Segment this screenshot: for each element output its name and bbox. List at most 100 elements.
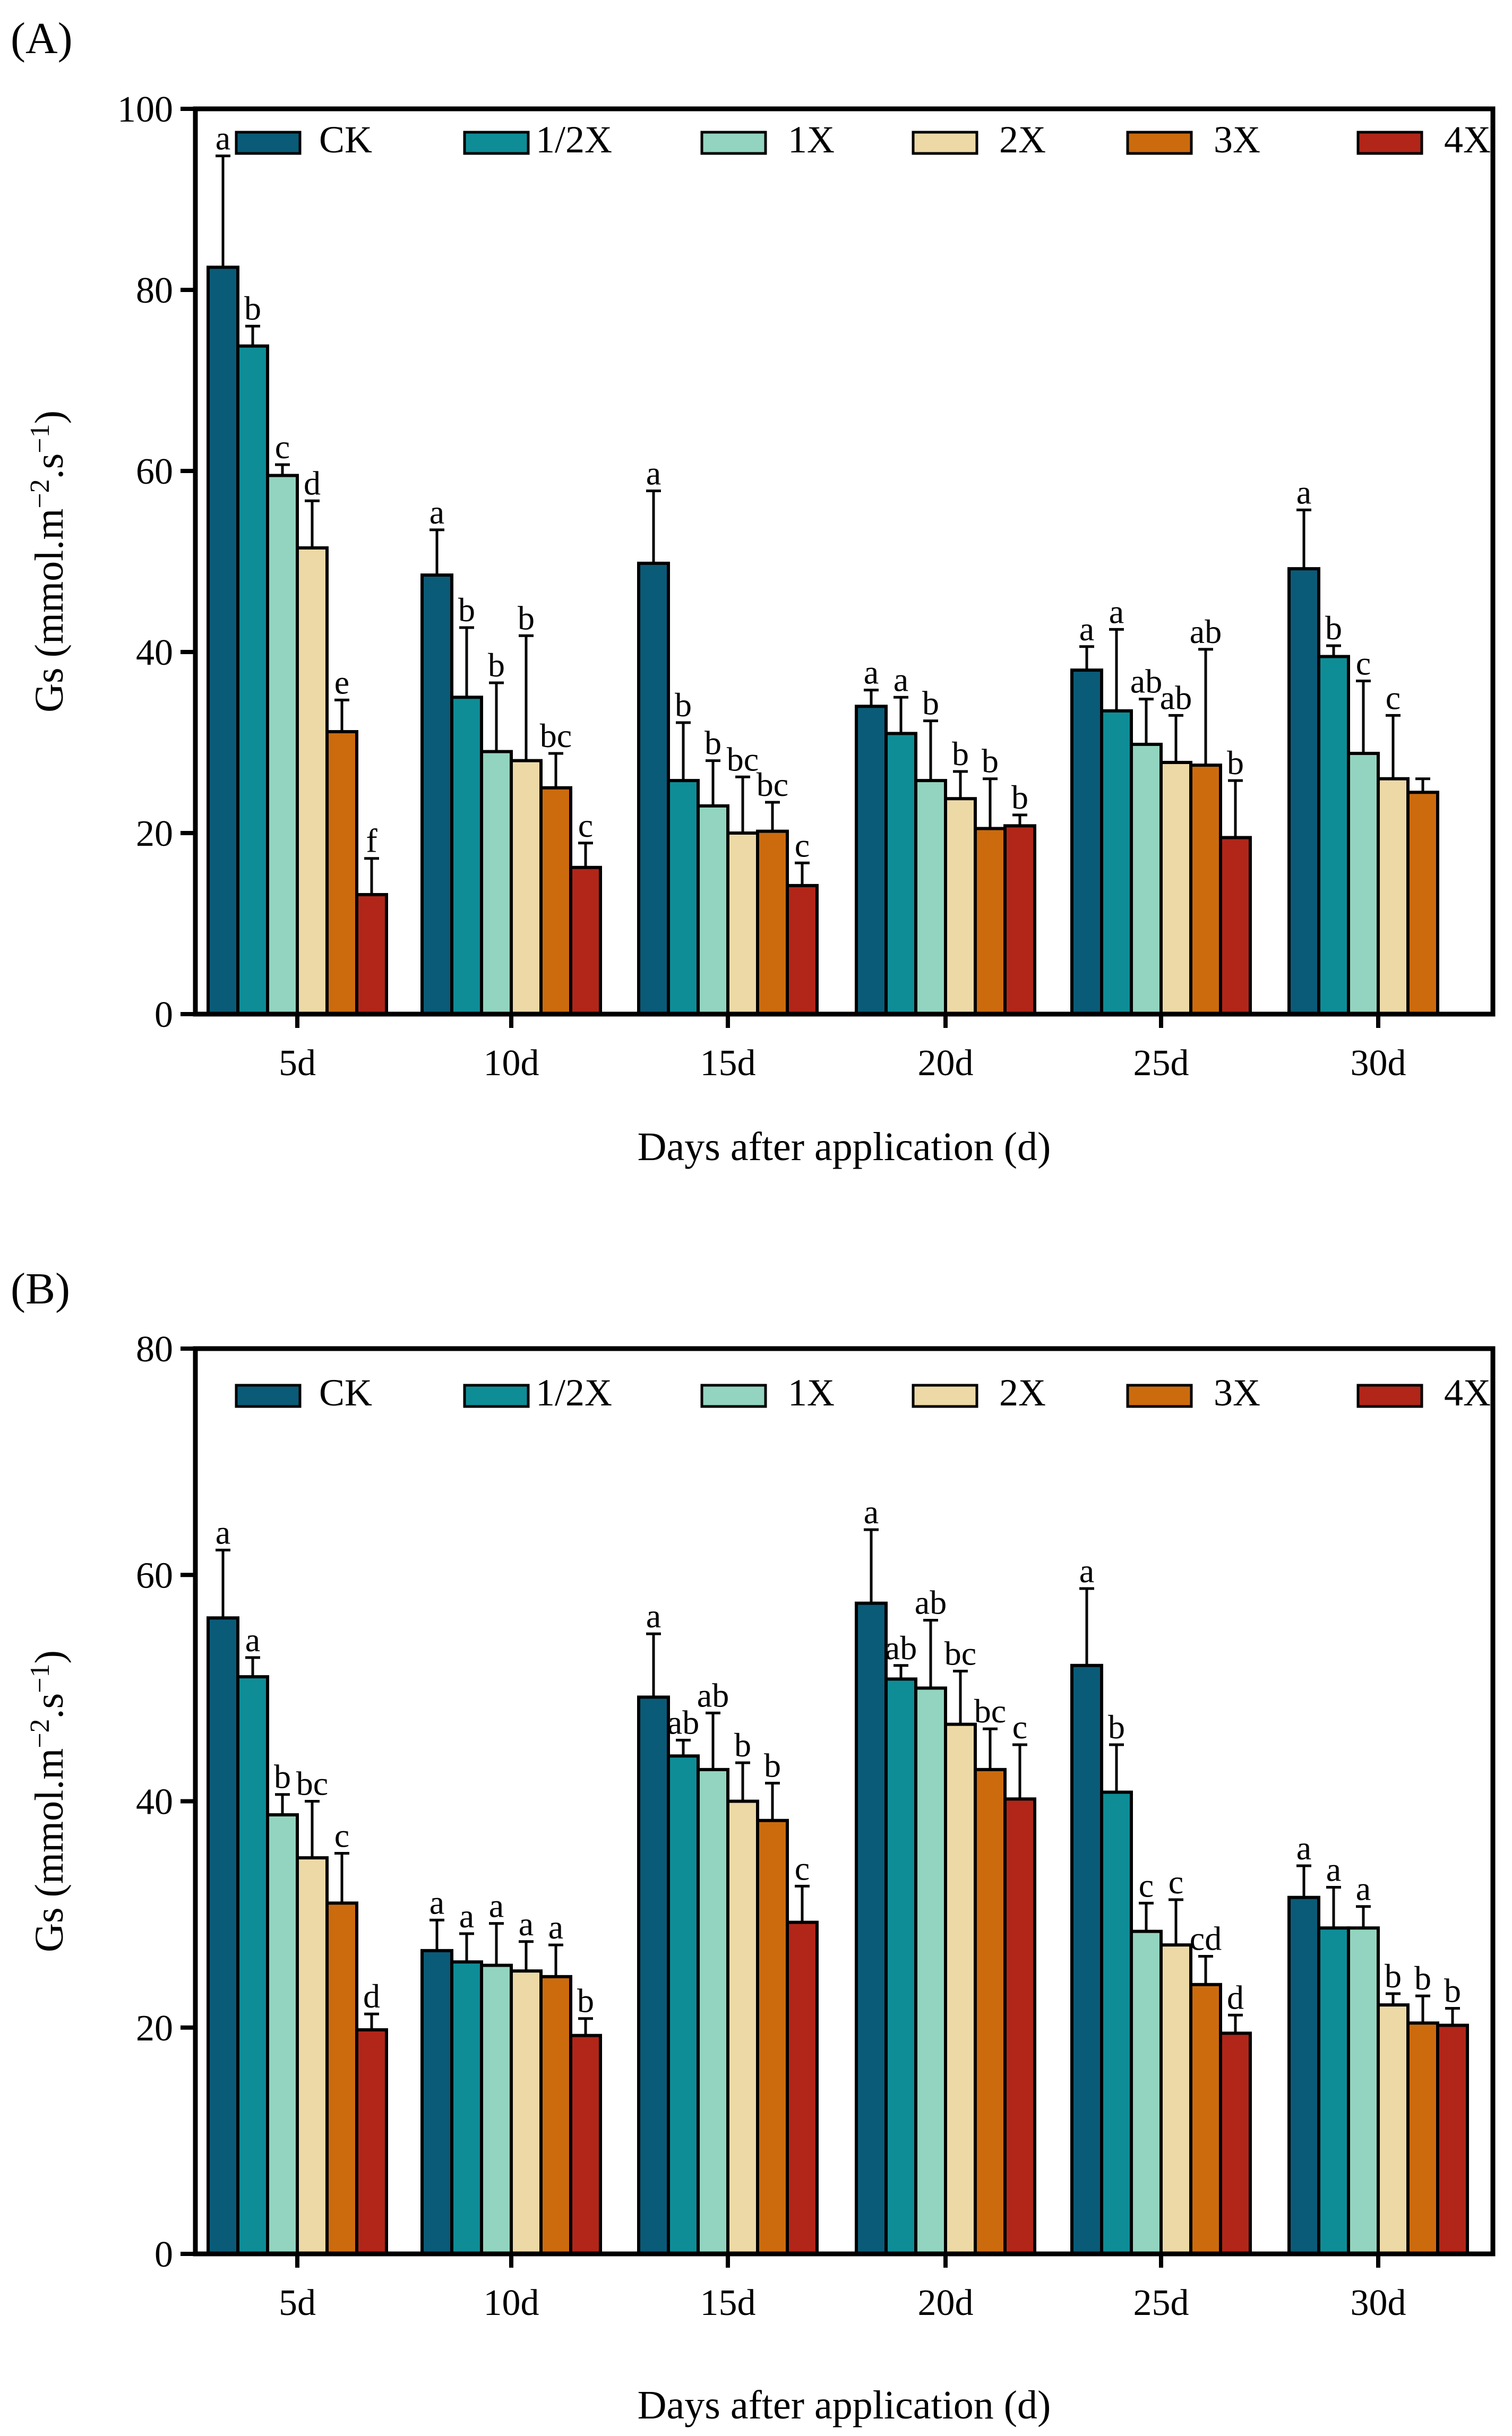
significance-letter: d — [363, 1977, 380, 2015]
bar-CK-10d — [420, 573, 453, 1016]
legend-swatch-4X — [1356, 1384, 1423, 1408]
legend-swatch-1-2X — [463, 1384, 530, 1408]
significance-letter: c — [578, 807, 593, 844]
x-tick-label: 20d — [918, 2283, 974, 2323]
bar-1-2X-30d — [1317, 1926, 1350, 2255]
legend-swatch-CK — [235, 131, 302, 155]
bar-2X-10d — [510, 759, 543, 1016]
legend-label-2X: 2X — [999, 1371, 1046, 1414]
x-tick-label: 15d — [700, 2283, 756, 2323]
bar-1-2X-30d — [1317, 655, 1350, 1016]
bar-2X-20d — [944, 1722, 977, 2255]
significance-letter: b — [982, 742, 999, 780]
significance-letter: ab — [1130, 663, 1162, 700]
bar-1X-30d — [1347, 751, 1380, 1016]
significance-letter: bc — [296, 1765, 328, 1803]
significance-letter: bc — [727, 740, 759, 778]
significance-letter: c — [1012, 1708, 1027, 1746]
significance-letter: a — [548, 1908, 563, 1946]
legend-swatch-3X — [1126, 131, 1193, 155]
x-tick-label: 10d — [484, 1043, 539, 1084]
bar-1X-10d — [480, 750, 513, 1016]
significance-letter: b — [244, 289, 261, 327]
y-tick-label: 20 — [136, 2008, 173, 2049]
bar-1-2X-10d — [450, 1960, 483, 2255]
bar-CK-20d — [855, 1601, 888, 2255]
y-axis-title-part: Gs (mmol.m — [27, 509, 72, 713]
bar-1-2X-25d — [1100, 1790, 1133, 2255]
significance-letter: b — [458, 591, 475, 629]
bar-1X-20d — [914, 1686, 947, 2255]
significance-letter: a — [216, 1513, 230, 1551]
significance-letter: ab — [915, 1584, 947, 1622]
bar-1-2X-15d — [667, 779, 700, 1016]
significance-letter: e — [334, 663, 349, 701]
bar-CK-10d — [420, 1949, 453, 2255]
significance-letter: b — [952, 735, 969, 773]
bar-1X-5d — [266, 474, 299, 1016]
significance-letter: a — [1109, 593, 1124, 630]
y-tick-label: 100 — [117, 89, 173, 130]
bar-4X-25d — [1219, 2031, 1252, 2255]
bar-2X-15d — [726, 831, 759, 1016]
legend-swatch-3X — [1126, 1384, 1193, 1408]
significance-letter: a — [646, 1597, 661, 1635]
bar-4X-15d — [786, 884, 819, 1016]
bar-4X-5d — [355, 2028, 388, 2255]
significance-letter: b — [1444, 1972, 1461, 2010]
bar-2X-5d — [296, 546, 329, 1016]
significance-letter: b — [1011, 778, 1028, 816]
legend-label-1X: 1X — [788, 118, 835, 161]
significance-letter: a — [429, 493, 444, 531]
legend-label-3X: 3X — [1214, 1371, 1260, 1414]
significance-letter: c — [1169, 1863, 1183, 1901]
bar-1-2X-5d — [236, 344, 269, 1016]
y-axis-title-part: −2 — [25, 479, 55, 508]
significance-letter: d — [1227, 1978, 1244, 2016]
significance-letter: b — [488, 646, 505, 684]
significance-letter: a — [864, 1493, 879, 1531]
legend-label-CK: CK — [319, 1371, 372, 1414]
y-tick-label: 0 — [154, 994, 173, 1035]
legend-label-3X: 3X — [1214, 118, 1260, 161]
bar-3X-30d — [1406, 2021, 1439, 2255]
legend-swatch-1-2X — [463, 131, 530, 155]
bar-1X-5d — [266, 1813, 299, 2255]
bar-1-2X-20d — [884, 732, 917, 1016]
bar-2X-25d — [1159, 1943, 1192, 2255]
y-tick-label: 40 — [136, 632, 173, 673]
bar-1X-15d — [697, 1768, 729, 2255]
y-tick-label: 40 — [136, 1782, 173, 1823]
legend-swatch-1X — [700, 1384, 767, 1408]
x-tick-label: 30d — [1351, 1043, 1406, 1084]
significance-letter: d — [304, 464, 321, 502]
bar-1X-10d — [480, 1963, 513, 2255]
bar-3X-10d — [539, 1975, 572, 2255]
significance-letter: b — [1385, 1957, 1402, 1995]
significance-letter: b — [1414, 1959, 1431, 1997]
bar-1X-25d — [1130, 742, 1163, 1016]
y-axis-title: Gs (mmol.m−2.s−1) — [25, 410, 72, 713]
bar-3X-10d — [539, 786, 572, 1016]
significance-letter: a — [489, 1887, 504, 1925]
significance-letter: a — [1296, 1829, 1311, 1867]
bar-1-2X-15d — [667, 1754, 700, 2255]
bar-CK-5d — [207, 265, 239, 1016]
significance-letter: b — [1325, 609, 1342, 647]
significance-letter: a — [459, 1897, 474, 1935]
significance-letter: a — [1296, 473, 1311, 511]
x-axis-title: Days after application (d) — [638, 1125, 1051, 1169]
x-tick-label: 10d — [484, 2283, 539, 2323]
bar-CK-15d — [637, 1695, 670, 2255]
x-tick-label: 5d — [279, 1043, 316, 1084]
legend-label-CK: CK — [319, 118, 372, 161]
bar-2X-30d — [1377, 2003, 1410, 2255]
significance-letter: ab — [1160, 679, 1192, 716]
bar-CK-30d — [1287, 567, 1320, 1016]
bar-3X-25d — [1189, 764, 1222, 1016]
bar-1-2X-25d — [1100, 709, 1133, 1016]
significance-letter: b — [1227, 744, 1244, 782]
bar-3X-5d — [325, 730, 358, 1016]
bar-4X-25d — [1219, 836, 1252, 1016]
